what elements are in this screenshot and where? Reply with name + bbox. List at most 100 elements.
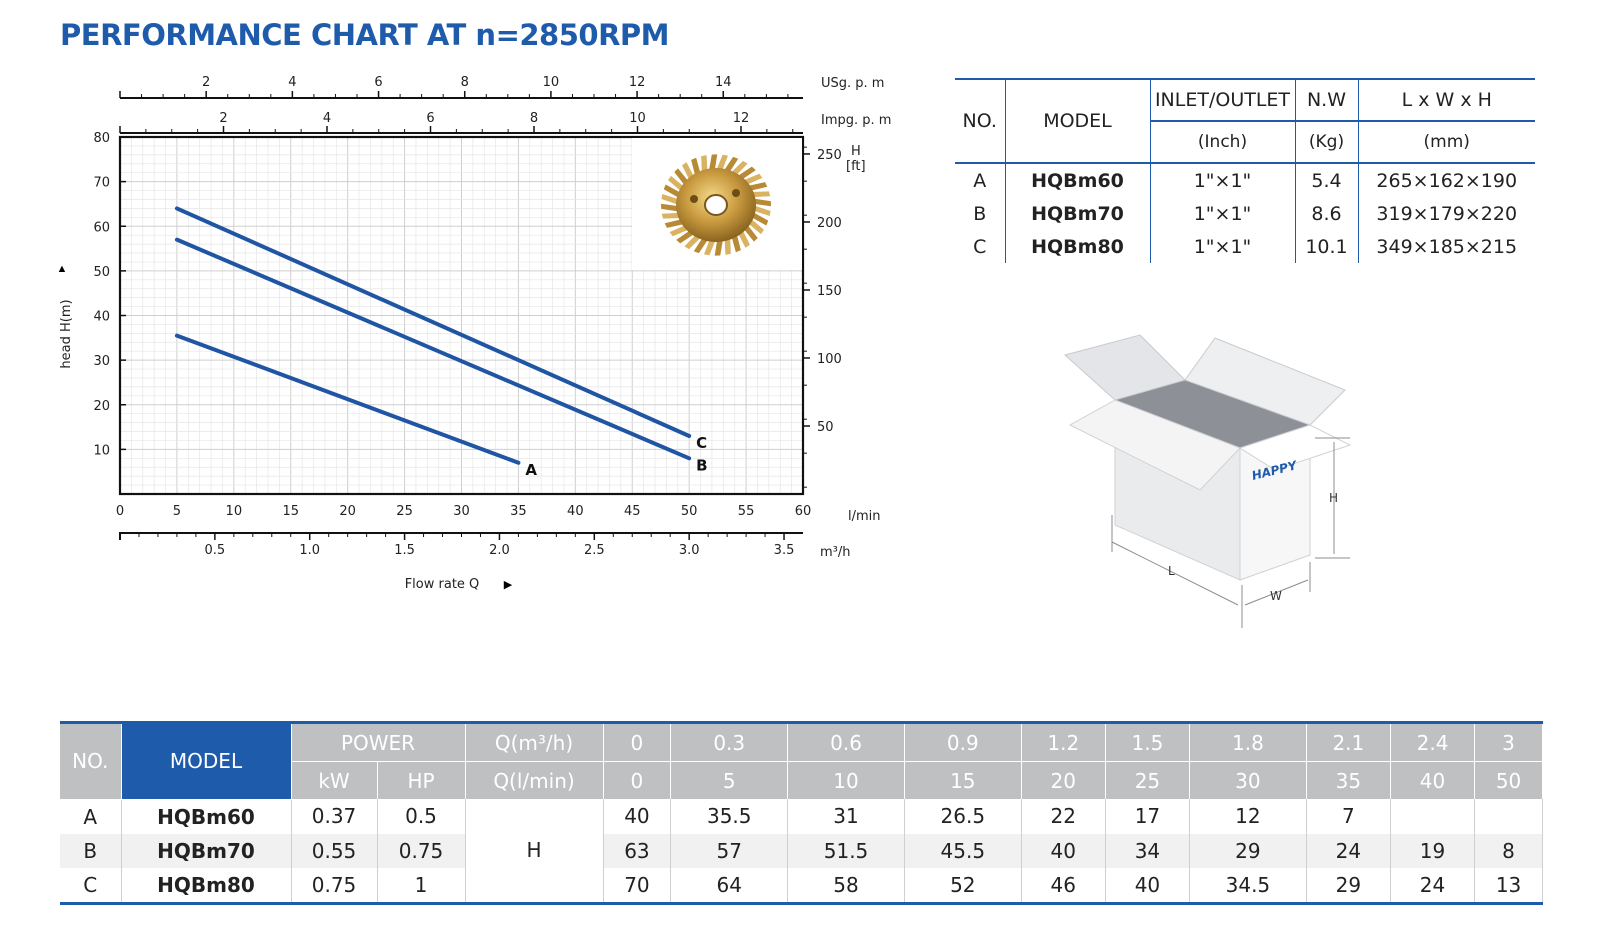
y-tick-label: 20 (93, 399, 110, 414)
perf-m3h: 0.6 (787, 722, 905, 762)
spec-dims: 265×162×190 (1376, 169, 1518, 192)
x-top-imp-tick-label: 10 (629, 111, 646, 126)
x-tick-label: 0 (116, 504, 124, 519)
spec-row: C HQBm80 1"×1" 10.1 349×185×215 (955, 230, 1535, 263)
spec-nw: 5.4 (1295, 163, 1359, 197)
x-tick-label: 50 (681, 504, 698, 519)
x-top-imp-tick-label: 12 (733, 111, 750, 126)
perf-h: 51.5 (787, 833, 905, 868)
x-top-us-tick-label: 4 (288, 75, 296, 90)
y-tick-label: 30 (93, 354, 110, 369)
spec-unit-inlet: (Inch) (1150, 120, 1296, 164)
impeller-image (661, 154, 771, 256)
perf-h: 29 (1189, 833, 1307, 868)
perf-header-model: MODEL (121, 722, 292, 800)
spec-header-no: NO. (955, 78, 1006, 164)
x-top-us-tick-label: 14 (715, 75, 732, 90)
impeller-vane (661, 203, 680, 212)
spec-no: A (955, 163, 1006, 197)
x-axis-arrow: ▶ (504, 579, 513, 591)
perf-kw: 0.55 (291, 833, 378, 868)
perf-m3h: 1.5 (1105, 722, 1191, 762)
box-dim-w: W (1270, 589, 1282, 603)
impeller-vane (716, 154, 729, 172)
curve-label-a: A (525, 461, 537, 479)
x-top-us-tick-label: 6 (374, 75, 382, 90)
perf-no: A (60, 799, 122, 834)
y-right-tick-label: 150 (817, 284, 842, 299)
spec-header-inlet: INLET/OUTLET (1150, 78, 1296, 121)
x-tick-label: 40 (567, 504, 584, 519)
perf-hp: 0.75 (377, 833, 466, 868)
y-right-tick-label: 50 (817, 420, 834, 435)
impeller-vane (752, 205, 771, 217)
x-top-us-tick-label: 8 (461, 75, 469, 90)
impeller-hub (704, 194, 728, 216)
spec-header-dims: L x W x H (1358, 78, 1535, 121)
impeller-vane (750, 211, 769, 226)
perf-h: 26.5 (904, 799, 1022, 834)
perf-lmin: 25 (1105, 761, 1191, 799)
perf-h: 13 (1474, 867, 1543, 904)
x-tick-label: 35 (510, 504, 527, 519)
x-top-imp-tick-label: 6 (426, 111, 434, 126)
impeller-hole (732, 189, 740, 197)
curve-label-b: B (696, 456, 707, 474)
curve-c (174, 206, 692, 438)
perf-hp: 1 (377, 867, 466, 904)
perf-h: 29 (1306, 867, 1391, 904)
impeller-vane (693, 236, 709, 254)
perf-row: C HQBm80 0.75 1 70 64 58 52 46 40 34.5 2… (60, 867, 1543, 904)
spec-no: B (955, 197, 1006, 230)
curve-b (174, 237, 692, 461)
perf-h: 19 (1390, 833, 1476, 868)
x-top-us-tick-label: 2 (202, 75, 210, 90)
x-secondary-tick-label: 3.5 (774, 543, 795, 558)
spec-inlet: 1"×1" (1150, 230, 1296, 263)
perf-m3h: 1.8 (1189, 722, 1307, 762)
spec-nw: 8.6 (1295, 197, 1359, 230)
perf-h: 34 (1105, 833, 1191, 868)
spec-unit-nw: (Kg) (1295, 120, 1359, 164)
x-secondary-tick-label: 3.0 (679, 543, 700, 558)
spec-inlet: 1"×1" (1150, 163, 1296, 197)
impeller-vane (752, 198, 771, 207)
x-top-us-tick-label: 12 (629, 75, 646, 90)
perf-m3h: 3 (1474, 722, 1543, 762)
perf-h: 40 (603, 799, 672, 834)
perf-m3h: 2.1 (1306, 722, 1391, 762)
impeller-vane (750, 191, 771, 198)
perf-m3h: 2.4 (1390, 722, 1476, 762)
perf-m3h: 1.2 (1021, 722, 1106, 762)
perf-m3h: 0 (603, 722, 672, 762)
impeller-vane (701, 155, 708, 174)
y-tick-label: 40 (93, 310, 110, 325)
impeller-vane (703, 238, 716, 256)
y-axis-arrow: ▲ (57, 263, 68, 275)
spec-dims: 349×185×215 (1376, 235, 1518, 258)
x-secondary-tick-label: 2.5 (584, 543, 605, 558)
y-right-label-top: H (851, 144, 861, 159)
perf-lmin: 35 (1306, 761, 1391, 799)
perf-lmin: 15 (904, 761, 1022, 799)
x-tick-label: 30 (453, 504, 470, 519)
curves: A BC (174, 206, 708, 479)
perf-h: 24 (1306, 833, 1391, 868)
perf-hp: 0.5 (377, 799, 466, 834)
impeller-vane (708, 154, 718, 172)
spec-header-nw: N.W (1295, 78, 1359, 121)
x-top-imp-tick-label: 4 (323, 111, 331, 126)
impeller-hole (690, 195, 698, 203)
perf-h: 40 (1105, 867, 1191, 904)
perf-h: 8 (1474, 833, 1543, 868)
impeller-vane (747, 218, 764, 235)
perf-h-label: H (465, 799, 604, 903)
x-tick-label: 20 (339, 504, 356, 519)
x-secondary-tick-label: 2.0 (489, 543, 510, 558)
y-tick-label: 50 (93, 265, 110, 280)
perf-h: 31 (787, 799, 905, 834)
x-tick-label: 25 (396, 504, 413, 519)
y-axis-label: head H(m) (59, 299, 74, 368)
spec-inlet: 1"×1" (1150, 197, 1296, 230)
